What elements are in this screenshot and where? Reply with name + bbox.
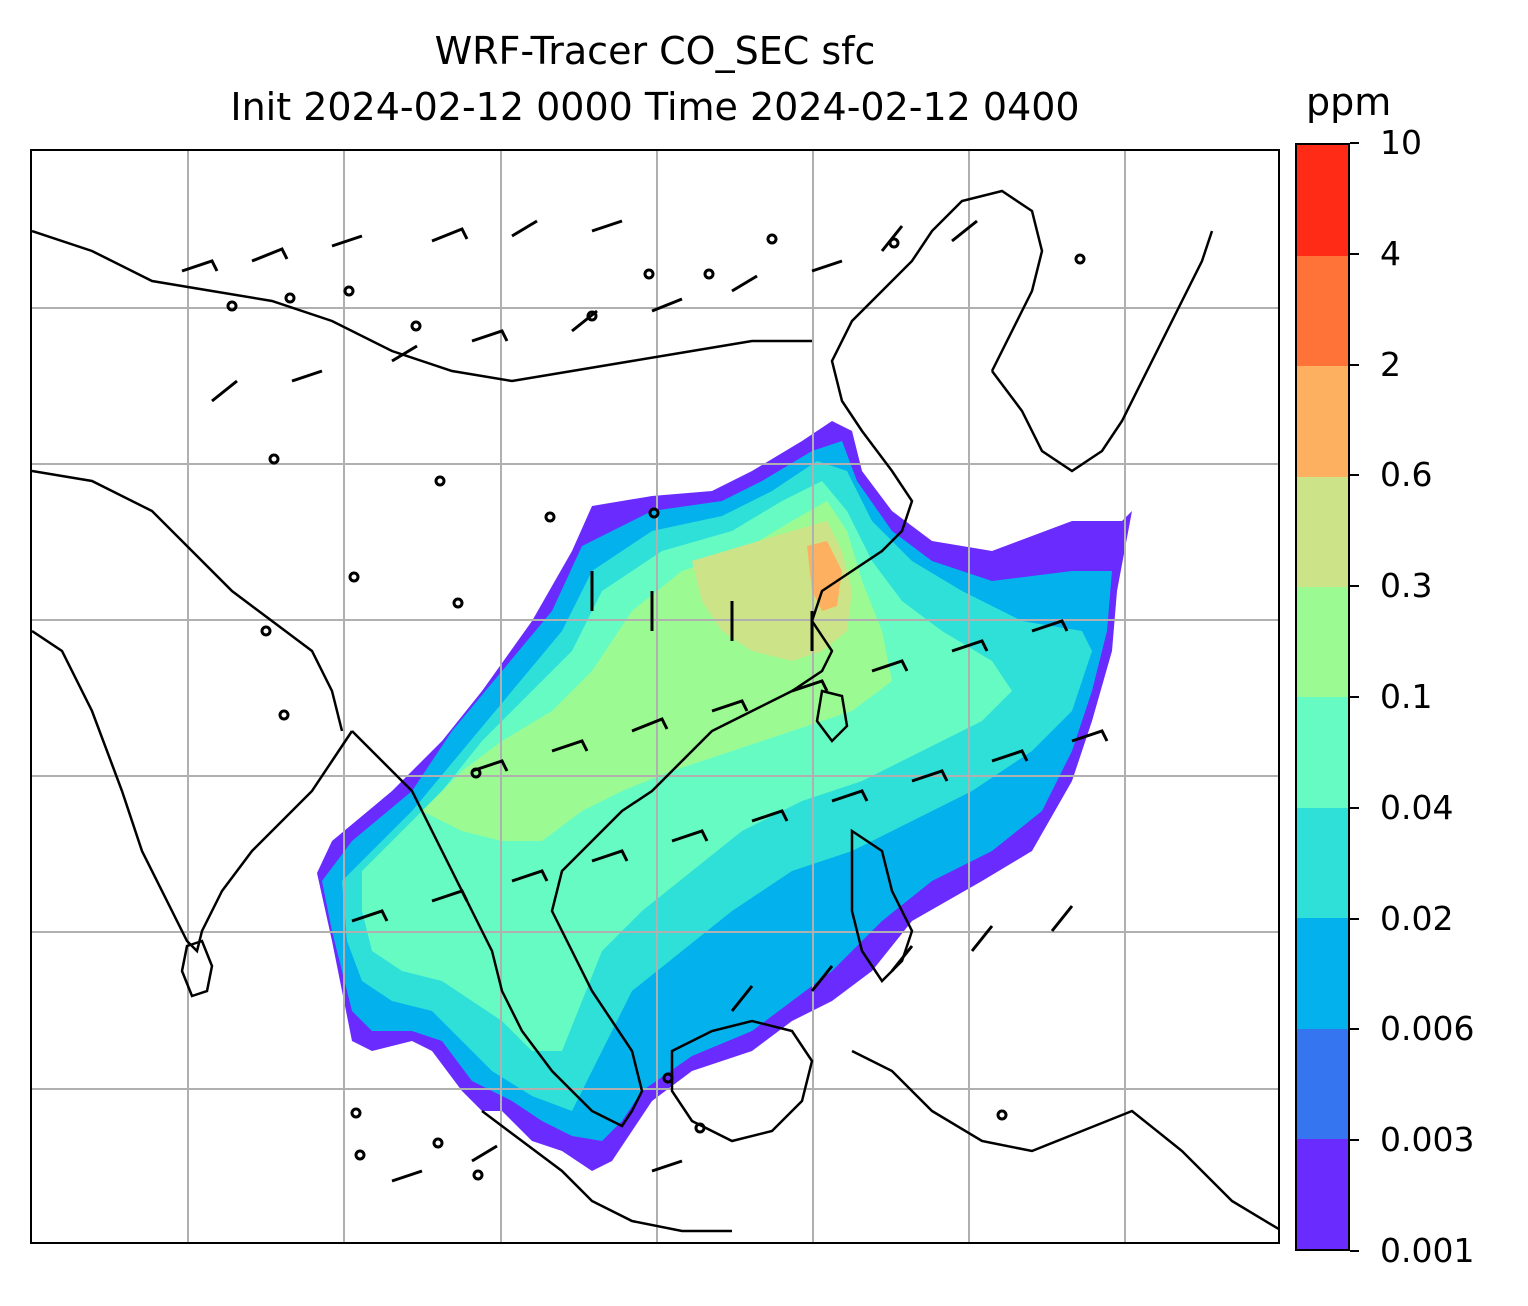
calm-markers — [226, 233, 1086, 1181]
colorbar-tick-label: 0.6 — [1380, 455, 1433, 495]
colorbar-tick — [1350, 585, 1359, 588]
map-canvas — [32, 151, 1278, 1242]
colorbar-tick-label: 10 — [1380, 123, 1422, 162]
plume-band-0.6 — [807, 541, 842, 611]
coastlines — [32, 189, 1278, 1233]
colorbar-tick-label: 4 — [1380, 233, 1401, 273]
map-panel — [30, 149, 1280, 1244]
colorbar-tick — [1350, 142, 1359, 144]
philippines — [850, 828, 914, 983]
colorbar-segment — [1297, 1138, 1348, 1250]
colorbar-tick — [1350, 917, 1359, 920]
title-line-1: WRF-Tracer CO_SEC sfc — [434, 29, 876, 73]
colorbar-segment — [1297, 917, 1348, 1029]
taiwan — [815, 689, 849, 743]
colorbar-tick-label: 0.02 — [1380, 898, 1454, 938]
mongolia-border — [32, 229, 812, 383]
colorbar-tick — [1350, 696, 1359, 698]
colorbar-tick — [1350, 1139, 1359, 1142]
colorbar-tick — [1350, 474, 1359, 477]
colorbar-segment — [1297, 145, 1348, 256]
colorbar-tick-label: 0.3 — [1380, 566, 1433, 606]
colorbar — [1295, 143, 1350, 1251]
korea-japan — [991, 230, 1214, 473]
india-coast — [32, 629, 354, 954]
colorbar-tick-label: 2 — [1380, 344, 1401, 384]
colorbar-tick — [1350, 363, 1359, 366]
colorbar-tick-label: 0.04 — [1380, 787, 1454, 827]
borneo — [670, 1019, 814, 1143]
colorbar-segment — [1297, 807, 1348, 919]
colorbar-tick-label: 0.003 — [1380, 1120, 1475, 1160]
colorbar-unit: ppm — [1306, 80, 1392, 124]
colorbar-tick-label: 0.001 — [1380, 1231, 1475, 1270]
tracer-plume — [317, 421, 1132, 1171]
colorbar-tick — [1350, 1028, 1359, 1031]
colorbar-tick — [1350, 1250, 1359, 1252]
colorbar-tick — [1350, 252, 1359, 255]
colorbar-segment — [1297, 365, 1348, 477]
colorbar-tick-label: 0.1 — [1380, 677, 1433, 716]
colorbar-segment — [1297, 697, 1348, 808]
colorbar-tick — [1350, 806, 1359, 809]
gridlines — [32, 151, 1278, 1242]
sri-lanka — [180, 939, 214, 998]
colorbar-segment — [1297, 476, 1348, 588]
china-west — [32, 469, 344, 732]
indochina-coast — [351, 189, 1044, 1128]
colorbar-tick-label: 0.006 — [1380, 1009, 1475, 1049]
colorbar-segment — [1297, 255, 1348, 367]
colorbar-segment — [1297, 1028, 1348, 1140]
colorbar-segment — [1297, 586, 1348, 698]
title-line-2: Init 2024-02-12 0000 Time 2024-02-12 040… — [230, 85, 1080, 129]
sumatra-java — [481, 1110, 732, 1233]
sulawesi-newguinea — [851, 1049, 1278, 1231]
